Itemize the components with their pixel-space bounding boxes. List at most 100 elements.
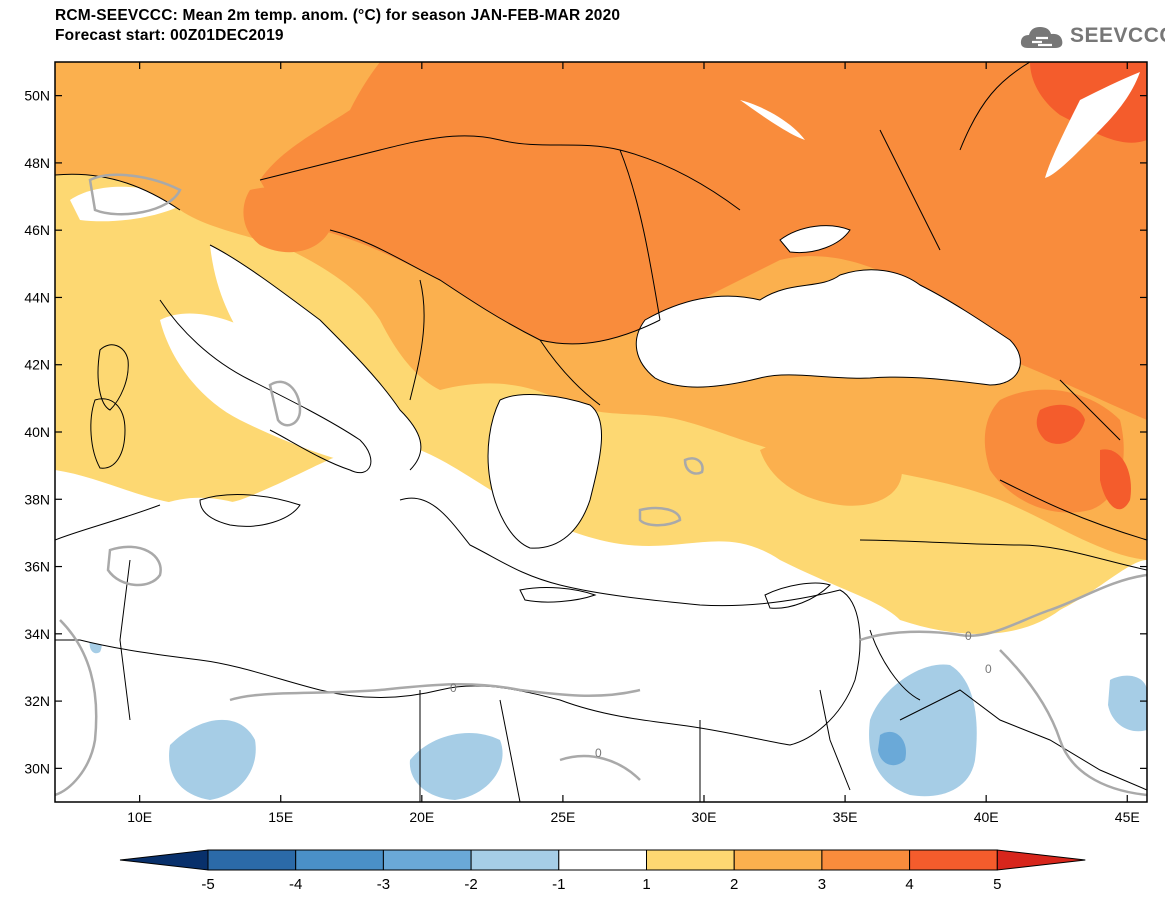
title-line-1: RCM-SEEVCCC: Mean 2m temp. anom. (°C) fo…: [55, 7, 621, 24]
colorbar-level-label: 3: [818, 876, 826, 893]
black-sea: [636, 269, 1021, 388]
contour-levant: [859, 573, 1147, 642]
contour-alps: [88, 173, 182, 216]
colorbar-segment: [558, 849, 647, 871]
colorbar-under-triangle: [119, 849, 209, 871]
lon-tick-label: 25E: [550, 809, 575, 825]
colorbar-level-label: 5: [993, 876, 1001, 893]
adriatic-sea: [210, 245, 421, 470]
contour-libya: [229, 682, 641, 702]
anomaly-band-3-4-caucasus: [984, 389, 1124, 513]
contour-label: 0: [985, 662, 992, 676]
colorbar-level-label: 2: [730, 876, 738, 893]
contour-tunisia: [106, 545, 162, 587]
anomaly-band-neg-gulf: [1108, 675, 1147, 732]
sicily-coast: [199, 494, 301, 527]
lat-tick-label: 36N: [24, 559, 50, 575]
colorbar-segment: [909, 849, 998, 871]
lat-tick-label: 34N: [24, 626, 50, 642]
colorbar-segment: [733, 849, 823, 871]
anomaly-band-4-5-armenia: [1036, 404, 1085, 444]
cyprus-coast: [764, 582, 831, 609]
latitude-axis: 50N 48N 46N 44N 42N 40N 38N 36N 34N 32N 30N: [24, 88, 1147, 776]
lat-tick-label: 42N: [24, 357, 50, 373]
contour-algeria: [55, 619, 98, 797]
title-line-2: Forecast start: 00Z01DEC2019: [55, 27, 284, 44]
italy-coast: [159, 299, 372, 474]
contour-labels: 0 0 0 0: [450, 629, 992, 760]
volga-reservoir: [1045, 72, 1140, 178]
coastlines-and-borders: [55, 62, 1147, 802]
colorbar-labels: -5 -4 -3 -2 -1 1 2 3 4 5: [201, 876, 1001, 893]
logo-text: SEEVCCC: [1070, 24, 1165, 47]
contour-label: 0: [965, 629, 972, 643]
cloud-logo-icon: [1020, 27, 1063, 48]
adriatic-coast-east: [209, 244, 422, 471]
north-africa-coast: [55, 497, 861, 746]
aegean-sea: [488, 394, 602, 549]
lat-tick-label: 48N: [24, 155, 50, 171]
contour-italy: [268, 380, 302, 427]
lat-tick-label: 50N: [24, 88, 50, 104]
lon-tick-label: 30E: [692, 809, 717, 825]
aegean-coast: [487, 394, 602, 549]
colorbar-segment: [470, 849, 560, 871]
country-borders: [55, 62, 1147, 802]
mediterranean-sea: [55, 497, 860, 745]
colorbar-over-triangle: [996, 849, 1086, 871]
anomaly-band-neg-libya: [169, 719, 256, 800]
colorbar-segment: [382, 849, 472, 871]
contour-saudi: [999, 649, 1147, 797]
anomaly-band-3-4: [260, 62, 1147, 420]
lon-tick-label: 20E: [409, 809, 434, 825]
sea-of-azov: [780, 225, 850, 253]
colorbar-boxes: [119, 849, 1086, 871]
contour-label: 0: [595, 746, 602, 760]
colorbar-segment: [646, 849, 735, 871]
lon-tick-label: 10E: [127, 809, 152, 825]
colorbar-level-label: 1: [642, 876, 650, 893]
anomaly-field: [55, 62, 1147, 802]
seevccc-logo: SEEVCCC: [1018, 22, 1165, 56]
lon-tick-label: 35E: [833, 809, 858, 825]
colorbar-level-label: -4: [289, 876, 302, 893]
colorbar-segment: [207, 849, 297, 871]
lon-tick-label: 45E: [1115, 809, 1140, 825]
lat-tick-label: 44N: [24, 289, 50, 305]
lon-tick-label: 15E: [268, 809, 293, 825]
zero-contours: [55, 173, 1147, 797]
black-sea-coast: [635, 269, 1021, 388]
contour-turkey-2: [683, 457, 704, 475]
contour-egypt: [559, 754, 641, 781]
corsica-coast: [97, 344, 129, 411]
sardinia-coast: [90, 398, 126, 469]
crete-coast: [519, 587, 597, 603]
anomaly-band-neg-egypt: [409, 732, 503, 800]
anomaly-band-4-5-east: [1100, 449, 1131, 510]
anomaly-band-neutral-italy: [160, 313, 400, 470]
lat-tick-label: 40N: [24, 424, 50, 440]
colorbar-segment: [295, 849, 384, 871]
colorbar-level-label: -2: [464, 876, 477, 893]
lat-tick-label: 30N: [24, 760, 50, 776]
azov-coast: [779, 225, 851, 254]
contour-label: 0: [450, 681, 457, 695]
lat-tick-label: 38N: [24, 491, 50, 507]
dnieper-reservoir: [740, 100, 805, 140]
lon-tick-label: 40E: [974, 809, 999, 825]
contour-turkey: [638, 506, 682, 527]
longitude-axis: 10E 15E 20E 25E 30E 35E 40E 45E: [127, 62, 1140, 825]
colorbar-level-label: 4: [905, 876, 913, 893]
colorbar-level-label: -3: [377, 876, 390, 893]
figure-title: RCM-SEEVCCC: Mean 2m temp. anom. (°C) fo…: [55, 6, 620, 46]
anomaly-band-neg2-neg3: [878, 731, 906, 766]
colorbar-level-label: -5: [201, 876, 214, 893]
lat-tick-label: 46N: [24, 222, 50, 238]
lat-tick-label: 32N: [24, 693, 50, 709]
colorbar-level-label: -1: [552, 876, 565, 893]
anomaly-band-3-4-alps: [243, 187, 330, 253]
colorbar-segment: [821, 849, 911, 871]
anomaly-band-2-3-turkey: [760, 439, 902, 506]
